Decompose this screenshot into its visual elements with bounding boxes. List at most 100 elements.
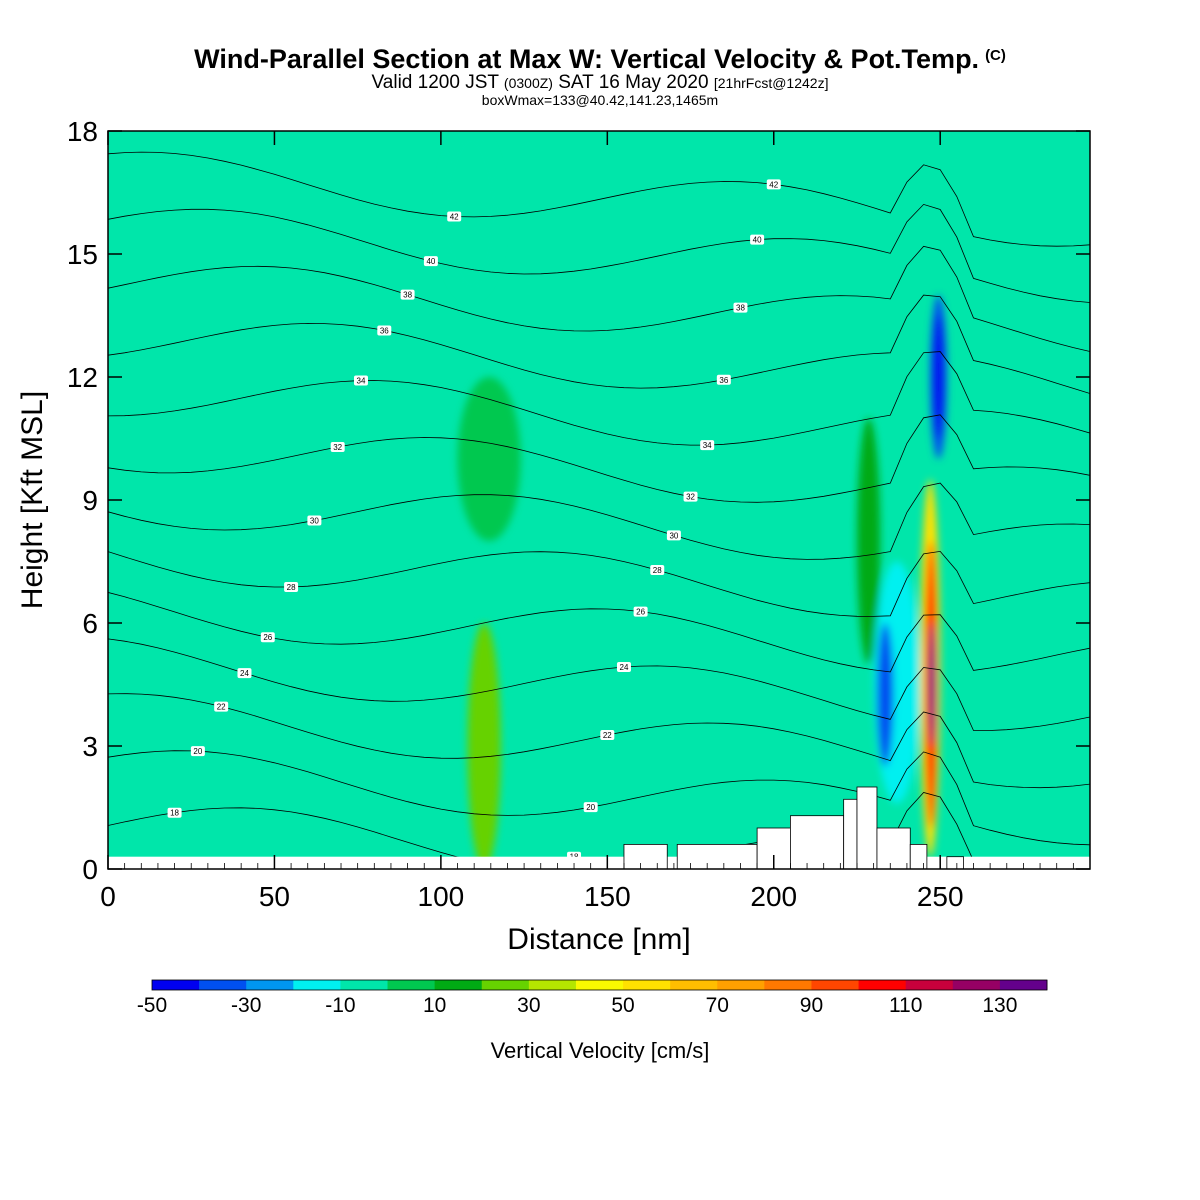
svg-text:20: 20: [586, 803, 595, 812]
y-tick-label: 9: [82, 485, 98, 516]
svg-text:22: 22: [217, 703, 226, 712]
x-tick-label: 0: [100, 881, 116, 912]
velocity-region-0: [467, 623, 501, 869]
svg-text:38: 38: [403, 291, 412, 300]
valid-date: SAT 16 May 2020: [558, 72, 709, 93]
isentrope-label-32-1: 32: [683, 491, 698, 502]
svg-text:24: 24: [620, 663, 629, 672]
forecast-tag: [21hrFcst@1242z]: [713, 75, 829, 91]
x-tick-label: 250: [917, 881, 964, 912]
svg-text:36: 36: [380, 326, 389, 335]
valid-prefix: Valid 1200 JST: [371, 72, 499, 93]
colorbar-swatch: [670, 980, 718, 990]
isentrope-label-22-1: 22: [600, 730, 615, 741]
isentrope-label-32-0: 32: [330, 441, 345, 452]
boxwmax-line: boxWmax=133@40.42,141.23,1465m: [481, 92, 719, 108]
isentrope-label-40-0: 40: [423, 256, 438, 267]
isentrope-label-34-0: 34: [353, 375, 368, 386]
isentrope-line-20: [108, 750, 1090, 846]
svg-text:40: 40: [753, 236, 762, 245]
svg-text:32: 32: [686, 493, 695, 502]
svg-text:18: 18: [170, 809, 179, 818]
colorbar-swatch: [293, 980, 341, 990]
y-tick-label: 6: [82, 608, 98, 639]
y-tick-label: 0: [82, 854, 98, 885]
colorbar-tick-label: 130: [982, 994, 1017, 1017]
isentrope-label-38-1: 38: [733, 302, 748, 313]
colorbar-swatch: [199, 980, 247, 990]
colorbar-swatch: [528, 980, 577, 990]
ground-strip: [108, 856, 1090, 869]
svg-text:20: 20: [193, 747, 202, 756]
svg-text:42: 42: [450, 212, 459, 221]
velocity-region-3: [856, 418, 881, 664]
colorbar-tick-label: -30: [231, 994, 261, 1017]
colorbar-swatch: [481, 980, 530, 990]
copyright-tag: (C): [985, 47, 1006, 64]
isentrope-label-30-0: 30: [307, 515, 322, 526]
colorbar-tick-label: 30: [517, 994, 540, 1017]
svg-text:30: 30: [310, 517, 319, 526]
terrain-block-3: [790, 815, 845, 869]
colorbar: -50 -30 -10 10 30 50 70 90 110 130: [137, 979, 1048, 1017]
plot-area: 1818202022222424262628283030323234343636…: [108, 131, 1090, 869]
velocity-region-10: [933, 315, 944, 439]
svg-text:40: 40: [426, 257, 435, 266]
x-tick-label: 50: [259, 881, 290, 912]
velocity-region-5: [876, 623, 894, 767]
isentrope-label-34-1: 34: [700, 440, 715, 451]
colorbar-frame: [151, 979, 1048, 991]
velocity-region-2: [440, 131, 501, 295]
isentrope-line-22: [108, 693, 1090, 789]
colorbar-swatch: [717, 980, 765, 990]
svg-text:36: 36: [719, 376, 728, 385]
colorbar-swatch: [152, 980, 200, 990]
isentrope-label-36-0: 36: [377, 325, 392, 336]
y-tick-label: 15: [67, 239, 98, 270]
utc-time: (0300Z): [503, 75, 553, 91]
y-tick-label: 3: [82, 731, 98, 762]
svg-text:22: 22: [603, 731, 612, 740]
velocity-region-1: [457, 377, 521, 541]
terrain-block-6: [876, 827, 911, 869]
isentrope-line-40: [108, 203, 1090, 303]
isentrope-label-42-1: 42: [766, 179, 781, 190]
terrain-block-8: [946, 856, 964, 869]
colorbar-label: Vertical Velocity [cm/s]: [491, 1038, 710, 1063]
isentrope-label-40-1: 40: [750, 234, 765, 245]
x-tick-label: 150: [584, 881, 631, 912]
colorbar-swatch: [764, 980, 812, 990]
terrain: [108, 786, 1090, 869]
colorbar-swatch: [905, 980, 954, 990]
isentrope-label-24-0: 24: [237, 668, 252, 679]
isentrope-line-38: [108, 245, 1090, 352]
y-axis-label: Height [Kft MSL]: [16, 391, 49, 609]
colorbar-swatch: [999, 980, 1048, 990]
isentrope-label-22-0: 22: [214, 701, 229, 712]
isentrope-label-30-1: 30: [666, 530, 681, 541]
isentrope-line-28: [108, 550, 1090, 617]
isentrope-label-24-1: 24: [616, 661, 631, 672]
isentrope-label-18-0: 18: [167, 807, 182, 818]
x-axis-label: Distance [nm]: [507, 923, 690, 956]
colorbar-swatch: [340, 980, 389, 990]
isentrope-label-20-1: 20: [583, 802, 598, 813]
isentrope-label-28-1: 28: [650, 565, 665, 576]
colorbar-tick-label: 70: [706, 994, 729, 1017]
isentrope-label-26-0: 26: [260, 632, 275, 643]
isentrope-line-42: [108, 151, 1090, 247]
x-tick-label: 100: [418, 881, 465, 912]
isentrope-line-34: [108, 351, 1090, 446]
svg-text:26: 26: [636, 608, 645, 617]
terrain-block-0: [623, 844, 668, 869]
isentrope-label-36-1: 36: [716, 374, 731, 385]
colorbar-swatch: [246, 980, 294, 990]
chart-title: Wind-Parallel Section at Max W: Vertical…: [0, 44, 1200, 75]
colorbar-tick-label: 10: [423, 994, 446, 1017]
colorbar-swatch: [623, 980, 671, 990]
x-tick-label: 200: [750, 881, 797, 912]
isentrope-label-26-1: 26: [633, 606, 648, 617]
y-tick-label: 18: [67, 116, 98, 147]
svg-text:28: 28: [653, 566, 662, 575]
